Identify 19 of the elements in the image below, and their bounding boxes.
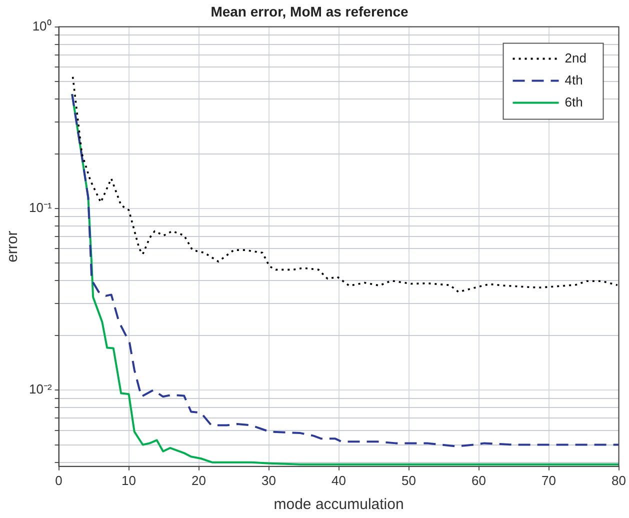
x-tick-label: 10 <box>122 472 136 488</box>
y-axis-title: error <box>4 230 22 262</box>
x-tick-label: 60 <box>472 472 486 488</box>
x-tick-label: 50 <box>402 472 416 488</box>
x-tick-label: 30 <box>262 472 276 488</box>
legend-label: 4th <box>564 72 583 88</box>
y-tick-label: 10⁻¹ <box>28 200 52 216</box>
legend-label: 2nd <box>564 50 586 66</box>
chart-title: Mean error, MoM as reference <box>210 3 409 20</box>
x-tick-label: 0 <box>55 472 62 488</box>
x-tick-label: 80 <box>612 472 626 488</box>
y-tick-label: 10⁻² <box>28 382 52 397</box>
x-axis-title: mode accumulation <box>274 496 404 514</box>
x-tick-label: 20 <box>192 472 206 488</box>
legend-label: 6th <box>564 94 583 110</box>
y-tick-label: 10⁰ <box>32 18 52 34</box>
x-tick-label: 40 <box>332 472 346 488</box>
x-tick-label: 70 <box>542 472 556 488</box>
line-series <box>72 76 618 293</box>
